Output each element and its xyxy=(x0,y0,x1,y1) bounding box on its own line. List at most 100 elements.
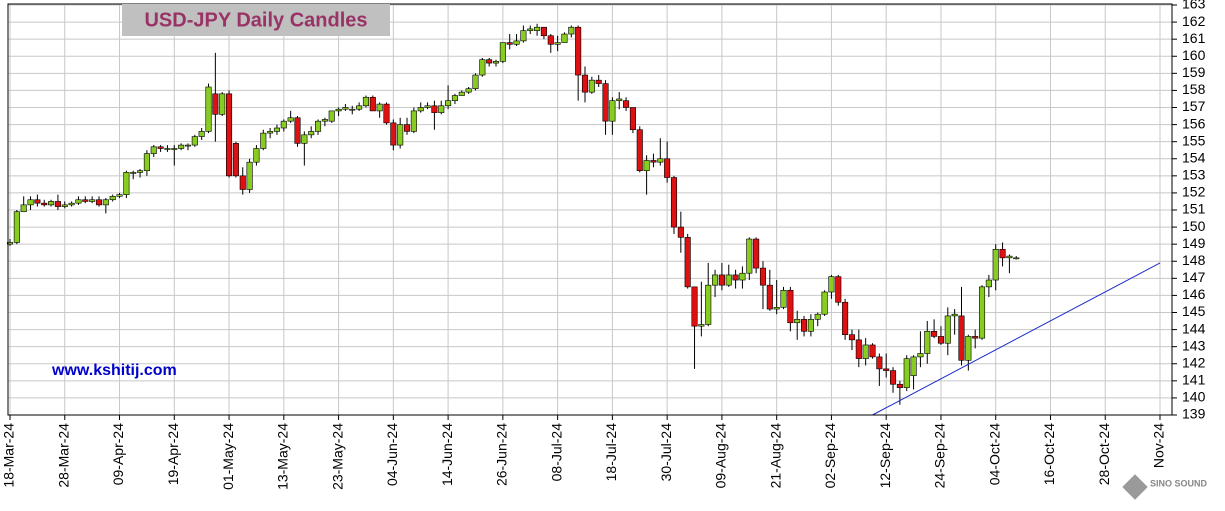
candle-body xyxy=(657,158,664,163)
candle-body xyxy=(732,274,739,281)
candle-body xyxy=(356,105,363,110)
x-tick-label: 08-Jul-24 xyxy=(548,423,564,482)
candle-body xyxy=(130,172,137,174)
candle-body xyxy=(13,211,20,243)
candle-body xyxy=(212,93,219,115)
y-tick-label: 140 xyxy=(1182,389,1206,405)
candle-body xyxy=(910,356,917,377)
candle-body xyxy=(314,120,322,132)
candle-body xyxy=(308,131,315,136)
candle-body xyxy=(451,95,458,101)
candle-body xyxy=(931,330,938,337)
candle-body xyxy=(773,307,780,310)
candle-body xyxy=(102,199,109,206)
y-tick-label: 148 xyxy=(1182,252,1206,268)
x-tick-label: 18-Mar-24 xyxy=(1,423,17,488)
candle-body xyxy=(753,238,760,269)
y-tick-label: 149 xyxy=(1182,235,1206,251)
candle-body xyxy=(787,289,794,324)
candle-body xyxy=(143,153,150,172)
y-tick-label: 161 xyxy=(1182,30,1206,46)
candle-body xyxy=(712,274,719,286)
x-tick-label: 30-Jul-24 xyxy=(658,423,674,482)
chart-title: USD-JPY Daily Candles xyxy=(144,9,367,31)
candle-body xyxy=(972,336,979,339)
y-tick-label: 158 xyxy=(1182,81,1206,97)
candle-body xyxy=(883,368,890,371)
candle-body xyxy=(869,344,876,358)
candle-body xyxy=(520,30,527,42)
watermark: www.kshitij.com xyxy=(51,362,177,379)
candle-body xyxy=(506,42,513,45)
candle-body xyxy=(718,274,725,286)
y-tick-label: 146 xyxy=(1182,286,1206,302)
candle-body xyxy=(403,124,411,132)
candle-body xyxy=(75,199,82,204)
x-tick-label: 12-Sep-24 xyxy=(877,423,893,489)
y-tick-label: 153 xyxy=(1182,167,1206,183)
candle-body xyxy=(82,199,89,202)
candle-body xyxy=(623,100,630,108)
x-tick-label: 14-Jun-24 xyxy=(439,423,455,486)
candle-body xyxy=(903,358,910,388)
candle-body xyxy=(27,199,34,206)
candle-body xyxy=(766,284,773,310)
candle-body xyxy=(321,119,328,122)
candle-body xyxy=(794,319,801,324)
candle-body xyxy=(595,79,602,84)
candle-body xyxy=(965,336,972,361)
candle-body xyxy=(848,334,856,341)
candle-body xyxy=(465,88,472,93)
x-tick-label: 24-Sep-24 xyxy=(932,423,948,489)
candle-body xyxy=(698,324,705,327)
candle-body xyxy=(725,274,732,286)
candle-body xyxy=(349,108,356,111)
candle-body xyxy=(540,26,547,37)
candle-body xyxy=(178,144,185,149)
candles xyxy=(6,23,1161,416)
y-tick-label: 162 xyxy=(1182,13,1206,29)
candle-body xyxy=(424,105,431,108)
candle-body xyxy=(137,170,144,173)
candle-body xyxy=(554,42,561,45)
x-tick-label: 19-Apr-24 xyxy=(165,423,181,485)
candle-body xyxy=(54,201,61,207)
candle-body xyxy=(150,146,157,154)
y-tick-label: 160 xyxy=(1182,47,1206,63)
candle-body xyxy=(34,199,41,204)
y-tick-label: 142 xyxy=(1182,354,1206,370)
x-tick-label: 26-Jun-24 xyxy=(494,423,510,486)
candle-body xyxy=(184,144,192,147)
candle-body xyxy=(602,83,609,122)
y-tick-label: 159 xyxy=(1182,64,1206,80)
candle-body xyxy=(862,344,869,359)
candle-body xyxy=(164,148,171,150)
candle-body xyxy=(917,353,924,358)
x-tick-label: 09-Apr-24 xyxy=(110,423,126,485)
candle-body xyxy=(267,131,274,134)
candle-body xyxy=(581,74,589,93)
candle-body xyxy=(369,96,376,112)
candle-body xyxy=(588,79,595,93)
candle-body xyxy=(999,248,1006,259)
y-tick-label: 157 xyxy=(1182,98,1206,114)
candle-body xyxy=(472,74,479,90)
y-tick-label: 151 xyxy=(1182,201,1206,217)
candle-body xyxy=(876,356,883,370)
x-tick-label: 09-Aug-24 xyxy=(713,423,729,489)
candle-body xyxy=(609,100,616,122)
candle-body xyxy=(109,196,116,201)
candle-body xyxy=(807,319,814,332)
logo-text: SINO SOUND xyxy=(1150,478,1208,488)
trendline xyxy=(872,262,1161,416)
candle-body xyxy=(328,110,335,122)
candle-body xyxy=(273,127,281,132)
candle-body xyxy=(280,120,287,129)
candle-body xyxy=(985,279,992,288)
x-tick-label: 16-Oct-24 xyxy=(1041,423,1057,485)
candle-body xyxy=(205,86,212,132)
x-tick-label: 01-May-24 xyxy=(220,423,236,490)
candle-body xyxy=(575,26,582,76)
candle-body xyxy=(116,194,123,197)
